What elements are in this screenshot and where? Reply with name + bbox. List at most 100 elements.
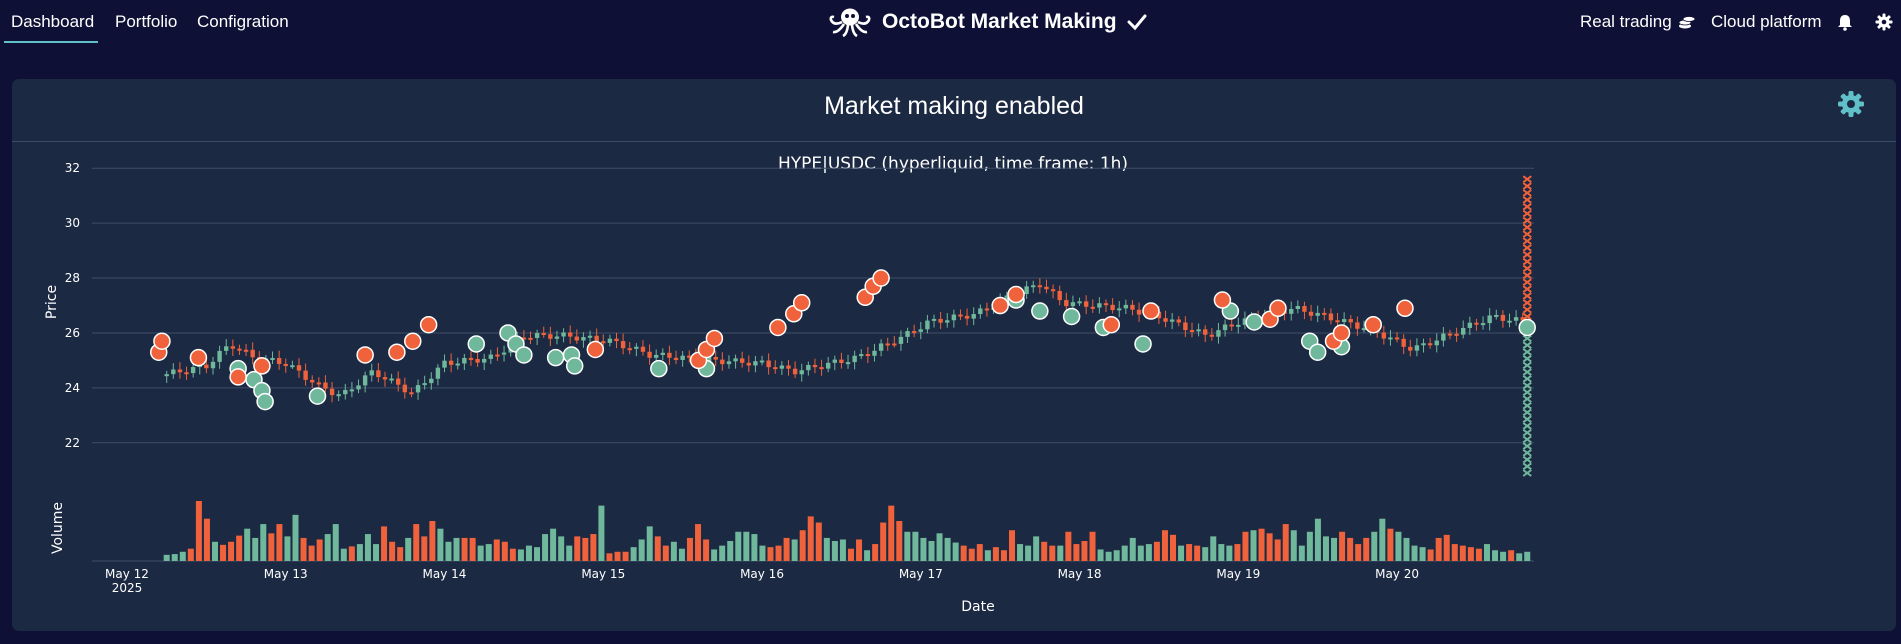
nav-dashboard[interactable]: Dashboard bbox=[11, 12, 95, 31]
volume-bar bbox=[1137, 545, 1144, 561]
real-trading-link[interactable]: Real trading bbox=[1580, 12, 1696, 32]
x-tick-label: May 17 bbox=[899, 567, 943, 581]
volume-bar bbox=[622, 551, 629, 561]
nav-configuration[interactable]: Configration bbox=[197, 12, 289, 31]
sell-trade-marker bbox=[404, 332, 422, 350]
candle-body bbox=[647, 351, 652, 358]
volume-bar bbox=[308, 545, 315, 561]
candle-body bbox=[1057, 290, 1062, 301]
volume-bar bbox=[1113, 550, 1120, 561]
candle-body bbox=[1216, 330, 1221, 337]
sell-order-marker bbox=[1522, 298, 1532, 307]
candle-body bbox=[1044, 286, 1049, 290]
volume-bar bbox=[1314, 518, 1321, 561]
price-chart[interactable]: HYPE|USDC (hyperliquid, time frame: 1h) … bbox=[12, 141, 1896, 631]
buy-trade-marker bbox=[1062, 307, 1081, 326]
candle-body bbox=[766, 360, 771, 368]
candle-body bbox=[739, 358, 745, 363]
volume-bar bbox=[195, 501, 202, 561]
brand[interactable]: OctoBot Market Making bbox=[828, 6, 1147, 38]
buy-trade-marker bbox=[1134, 335, 1152, 353]
volume-bar bbox=[1475, 548, 1482, 561]
candle-body bbox=[852, 355, 857, 363]
volume-bar bbox=[1242, 531, 1249, 561]
candle-body bbox=[1037, 285, 1043, 288]
volume-bar bbox=[453, 537, 460, 561]
volume-bar bbox=[1298, 545, 1305, 561]
candle-body bbox=[1302, 306, 1307, 312]
volume-bar bbox=[356, 544, 363, 561]
candle-body bbox=[799, 370, 804, 375]
sell-order-marker bbox=[1522, 209, 1532, 218]
candle-body bbox=[1434, 340, 1439, 346]
candle-body bbox=[885, 343, 890, 346]
candle-body bbox=[931, 318, 937, 321]
volume-bar bbox=[1025, 545, 1032, 561]
gear-icon[interactable] bbox=[1875, 13, 1893, 31]
candle-body bbox=[541, 333, 546, 336]
bell-icon[interactable] bbox=[1836, 13, 1854, 31]
candle-body bbox=[759, 360, 765, 363]
sell-trade-marker bbox=[1102, 315, 1121, 334]
sell-order-marker bbox=[1522, 202, 1532, 211]
candle-body bbox=[839, 359, 844, 364]
panel-settings-gear-icon[interactable] bbox=[1836, 89, 1866, 119]
volume-bar bbox=[968, 548, 975, 561]
candle-body bbox=[362, 375, 368, 386]
volume-bar bbox=[1274, 539, 1281, 561]
sell-order-marker bbox=[1522, 182, 1532, 190]
candle-body bbox=[1421, 343, 1426, 346]
cloud-platform-link[interactable]: Cloud platform bbox=[1711, 12, 1822, 32]
volume-bar bbox=[534, 547, 541, 561]
volume-bar bbox=[236, 535, 243, 561]
volume-bar bbox=[187, 548, 194, 561]
volume-bar bbox=[888, 505, 895, 561]
candle-body bbox=[614, 338, 619, 342]
x-tick-label: May 16 bbox=[740, 567, 784, 581]
candle-body bbox=[1335, 320, 1340, 323]
candle-body bbox=[958, 314, 963, 317]
volume-bar bbox=[896, 521, 903, 561]
candle-body bbox=[1209, 334, 1215, 337]
candle-body bbox=[1196, 329, 1201, 332]
candle-body bbox=[283, 363, 288, 366]
candle-body bbox=[369, 370, 374, 376]
candle-body bbox=[1064, 300, 1069, 307]
volume-bar bbox=[783, 537, 790, 561]
candle-body bbox=[1097, 303, 1102, 308]
candle-body bbox=[792, 368, 798, 375]
volume-bar bbox=[1226, 545, 1233, 561]
volume-bar bbox=[1081, 541, 1088, 561]
sell-order-marker bbox=[1522, 250, 1532, 259]
candle-body bbox=[396, 378, 401, 385]
candle-body bbox=[296, 365, 302, 371]
volume-bar bbox=[1097, 549, 1104, 561]
candle-body bbox=[1070, 302, 1076, 307]
volume-bar bbox=[179, 551, 186, 561]
x-tick-label: May 13 bbox=[264, 567, 308, 581]
volume-bar bbox=[171, 554, 178, 561]
candle-body bbox=[865, 354, 871, 357]
volume-bar bbox=[582, 537, 589, 561]
volume-bar bbox=[686, 537, 693, 561]
candle-body bbox=[488, 354, 494, 359]
volume-bar bbox=[670, 541, 677, 561]
sell-trade-marker bbox=[705, 329, 724, 348]
candle-body bbox=[1031, 285, 1036, 288]
brand-title: OctoBot Market Making bbox=[882, 10, 1117, 33]
sell-trade-marker bbox=[419, 315, 438, 334]
y-tick-label: 26 bbox=[65, 326, 80, 340]
sell-trade-marker bbox=[229, 368, 247, 386]
volume-bar bbox=[952, 542, 959, 561]
volume-bar bbox=[1161, 530, 1168, 561]
candle-body bbox=[1308, 311, 1314, 316]
sell-trade-marker bbox=[1213, 291, 1232, 309]
candle-body bbox=[1520, 317, 1525, 321]
volume-bar bbox=[566, 545, 573, 561]
nav-portfolio[interactable]: Portfolio bbox=[115, 12, 178, 31]
market-making-panel: Market making enabled HYPE|USDC (hyperli… bbox=[12, 79, 1896, 631]
volume-bar bbox=[525, 545, 532, 561]
volume-bar bbox=[1009, 530, 1016, 561]
buy-order-marker bbox=[1522, 395, 1532, 403]
candle-body bbox=[1163, 318, 1168, 322]
